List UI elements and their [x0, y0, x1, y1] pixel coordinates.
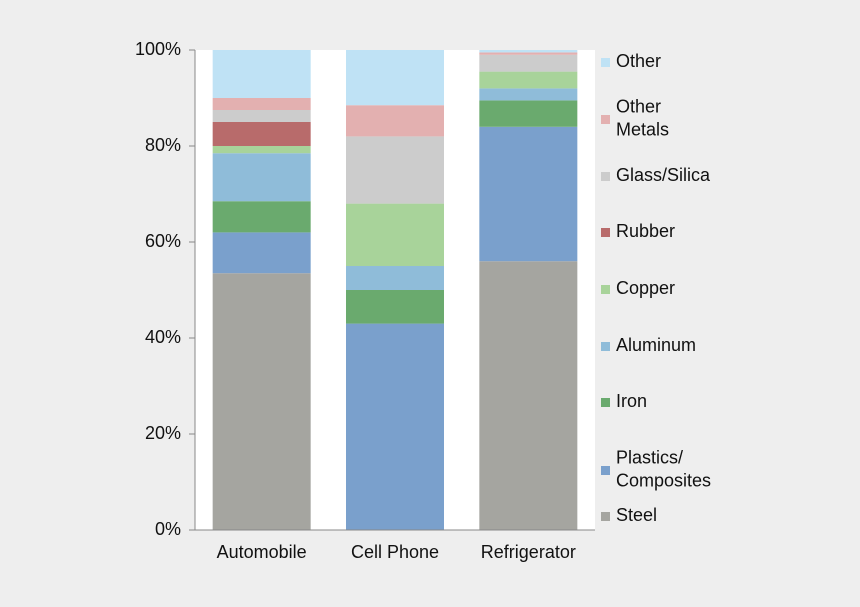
legend-label: Other Metals — [616, 96, 669, 139]
bar-segment — [212, 146, 311, 154]
bar-segment — [212, 98, 311, 110]
bar-segment — [212, 201, 311, 233]
legend-swatch — [601, 285, 610, 294]
bar-segment — [212, 232, 311, 274]
legend-label: Glass/Silica — [616, 165, 711, 185]
bar-segment — [346, 105, 444, 137]
bar-segment — [479, 261, 578, 530]
legend-label: Copper — [616, 278, 675, 298]
legend-swatch — [601, 466, 610, 475]
legend-swatch — [601, 342, 610, 351]
bar-segment — [479, 126, 578, 262]
bar-segment — [479, 52, 578, 55]
y-tick-label: 80% — [145, 135, 181, 155]
bar-segment — [212, 153, 311, 202]
x-tick-label: Cell Phone — [351, 542, 439, 562]
bar-segment — [479, 88, 578, 101]
x-tick-label: Automobile — [217, 542, 307, 562]
bar-segment — [346, 323, 444, 530]
legend-label: Steel — [616, 505, 657, 525]
bar-segment — [479, 100, 578, 127]
y-tick-label: 60% — [145, 231, 181, 251]
bar-segment — [346, 203, 444, 266]
bar-segment — [479, 54, 578, 72]
legend-swatch — [601, 398, 610, 407]
y-tick-label: 20% — [145, 423, 181, 443]
legend-swatch — [601, 58, 610, 67]
bar-segment — [212, 273, 311, 530]
bar-segment — [346, 50, 444, 106]
bar-segment — [212, 50, 311, 98]
y-tick-label: 100% — [135, 39, 181, 59]
bar-segment — [346, 290, 444, 324]
legend-label: Plastics/Composites — [616, 447, 711, 490]
bar-segment — [212, 110, 311, 122]
legend-label: Other — [616, 51, 661, 71]
y-tick-label: 40% — [145, 327, 181, 347]
y-tick-label: 0% — [155, 519, 181, 539]
bar-segment — [479, 50, 578, 53]
legend-swatch — [601, 228, 610, 237]
legend-label: Iron — [616, 391, 647, 411]
legend-swatch — [601, 172, 610, 181]
bar-segment — [479, 71, 578, 89]
bar-segment — [212, 122, 311, 146]
x-tick-label: Refrigerator — [481, 542, 576, 562]
legend-label: Aluminum — [616, 335, 696, 355]
legend-label: Rubber — [616, 221, 675, 241]
legend-swatch — [601, 512, 610, 521]
bar-segment — [346, 266, 444, 290]
legend-swatch — [601, 115, 610, 124]
bar-segment — [346, 136, 444, 204]
